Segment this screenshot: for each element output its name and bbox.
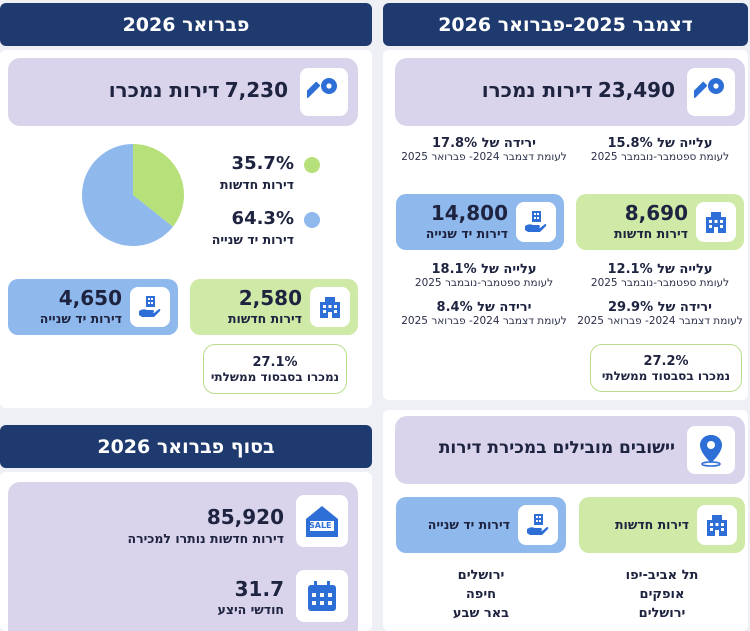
hand-building-icon: [518, 505, 558, 545]
right-total-label: דירות נמכרו: [481, 78, 593, 102]
left-header-text: פברואר 2026: [122, 13, 250, 36]
building-icon: [310, 287, 350, 327]
right-new-label: דירות חדשות: [614, 226, 688, 241]
hand-building-icon: [516, 202, 556, 242]
right-used-value: 14,800: [430, 201, 508, 225]
right-used-up-sub: לעומת ספטמבר-נובמבר 2025: [414, 277, 554, 289]
key-icon: [687, 68, 735, 116]
sale-text: SALE: [309, 521, 332, 530]
city-item: באר שבע: [452, 606, 510, 621]
key-icon: [300, 68, 348, 116]
right-total-banner: 23,490 דירות נמכרו: [395, 58, 745, 126]
right-new-down-sub: לעומת דצמבר 2024- פברואר 2025: [577, 315, 743, 327]
inventory-label: דירות חדשות נותרו למכירה: [127, 531, 284, 546]
left-subsidy-label: נמכרו בסבסוד ממשלתי: [210, 369, 340, 384]
left-total-label: דירות נמכרו: [108, 78, 220, 102]
right-used-down: ירידה של 8.4% לעומת דצמבר 2024- פברואר 2…: [398, 300, 570, 327]
left-new-value: 2,580: [238, 286, 302, 310]
right-subsidy-label: נמכרו בסבסוד ממשלתי: [601, 368, 731, 383]
end-header: בסוף פברואר 2026: [0, 425, 372, 468]
legend-used-dot: [304, 212, 320, 228]
cities-new-list: תל אביב-יפו אופקים ירושלים: [579, 566, 745, 623]
cities-used-list: ירושלים חיפה באר שבע: [396, 566, 566, 623]
sale-house-icon: SALE: [296, 495, 348, 547]
legend-used-label: דירות יד שנייה: [211, 232, 294, 247]
right-new-up: עלייה של 12.1% לעומת ספטמבר-נובמבר 2025: [574, 262, 746, 289]
right-subsidy: 27.2% נמכרו בסבסוד ממשלתי: [590, 344, 742, 392]
building-icon: [696, 202, 736, 242]
right-header-text: דצמבר 2025-פברואר 2026: [438, 13, 693, 36]
left-subsidy: 27.1% נמכרו בסבסוד ממשלתי: [203, 344, 347, 394]
left-total-line: 7,230 דירות נמכרו: [109, 78, 288, 102]
left-subsidy-pct: 27.1%: [252, 354, 298, 370]
left-used-box: 4,650 דירות יד שנייה: [8, 279, 178, 335]
right-new-down-title: ירידה של 29.9%: [608, 300, 712, 315]
location-pin-icon: [687, 426, 735, 474]
building-icon: [697, 505, 737, 545]
right-total-line: 23,490 דירות נמכרו: [482, 78, 675, 102]
right-used-down-sub: לעומת דצמבר 2024- פברואר 2025: [401, 315, 567, 327]
left-total-value: 7,230: [224, 78, 288, 102]
cities-used-label: דירות יד שנייה: [427, 517, 510, 532]
right-used-up: עלייה של 18.1% לעומת ספטמבר-נובמבר 2025: [398, 262, 570, 289]
months-label: חודשי היצע: [217, 602, 285, 617]
right-new-value: 8,690: [624, 201, 688, 225]
right-new-down: ירידה של 29.9% לעומת דצמבר 2024- פברואר …: [574, 300, 746, 327]
calendar-icon: [296, 570, 348, 622]
cities-title: יישובים מובילים במכירת דירות: [438, 438, 675, 458]
legend-new-label: דירות חדשות: [220, 177, 294, 192]
left-new-label: דירות חדשות: [228, 311, 302, 326]
cities-new-box: דירות חדשות: [579, 497, 745, 553]
left-header: פברואר 2026: [0, 3, 372, 46]
pie-slice-used: [82, 144, 173, 246]
right-used-up-title: עלייה של 18.1%: [431, 262, 537, 277]
legend-new-pct: 35.7%: [231, 153, 294, 174]
right-change-down-title: ירידה של 17.8%: [432, 136, 536, 151]
city-item: חיפה: [465, 587, 497, 602]
left-new-box: 2,580 דירות חדשות: [190, 279, 358, 335]
pie-chart: [82, 144, 184, 246]
right-change-down-sub: לעומת דצמבר 2024- פברואר 2025: [401, 151, 567, 163]
city-item: ירושלים: [638, 606, 686, 621]
right-used-box: 14,800 דירות יד שנייה: [396, 194, 564, 250]
right-change-up: עלייה של 15.8% לעומת ספטמבר-נובמבר 2025: [574, 136, 746, 163]
right-new-box: 8,690 דירות חדשות: [576, 194, 744, 250]
right-header: דצמבר 2025-פברואר 2026: [383, 3, 748, 46]
right-change-down: ירידה של 17.8% לעומת דצמבר 2024- פברואר …: [398, 136, 570, 163]
city-item: אופקים: [639, 587, 685, 602]
right-used-label: דירות יד שנייה: [425, 226, 508, 241]
pie-slice-new: [133, 144, 184, 227]
left-used-value: 4,650: [58, 286, 122, 310]
city-item: תל אביב-יפו: [625, 568, 699, 583]
right-change-up-sub: לעומת ספטמבר-נובמבר 2025: [590, 151, 730, 163]
right-used-down-title: ירידה של 8.4%: [436, 300, 532, 315]
legend-used-pct: 64.3%: [231, 208, 294, 229]
left-total-banner: 7,230 דירות נמכרו: [8, 58, 358, 126]
right-new-up-sub: לעומת ספטמבר-נובמבר 2025: [590, 277, 730, 289]
left-used-label: דירות יד שנייה: [39, 311, 122, 326]
months-value: 31.7: [234, 577, 284, 601]
cities-used-box: דירות יד שנייה: [396, 497, 566, 553]
right-subsidy-pct: 27.2%: [643, 353, 689, 369]
inventory-value: 85,920: [206, 505, 284, 529]
end-header-text: בסוף פברואר 2026: [97, 435, 275, 458]
legend-new-dot: [304, 157, 320, 173]
cities-banner: יישובים מובילים במכירת דירות: [395, 416, 745, 484]
right-change-up-title: עלייה של 15.8%: [607, 136, 713, 151]
right-total-value: 23,490: [597, 78, 675, 102]
right-new-up-title: עלייה של 12.1%: [607, 262, 713, 277]
cities-new-label: דירות חדשות: [615, 517, 689, 532]
city-item: ירושלים: [457, 568, 505, 583]
hand-building-icon: [130, 287, 170, 327]
